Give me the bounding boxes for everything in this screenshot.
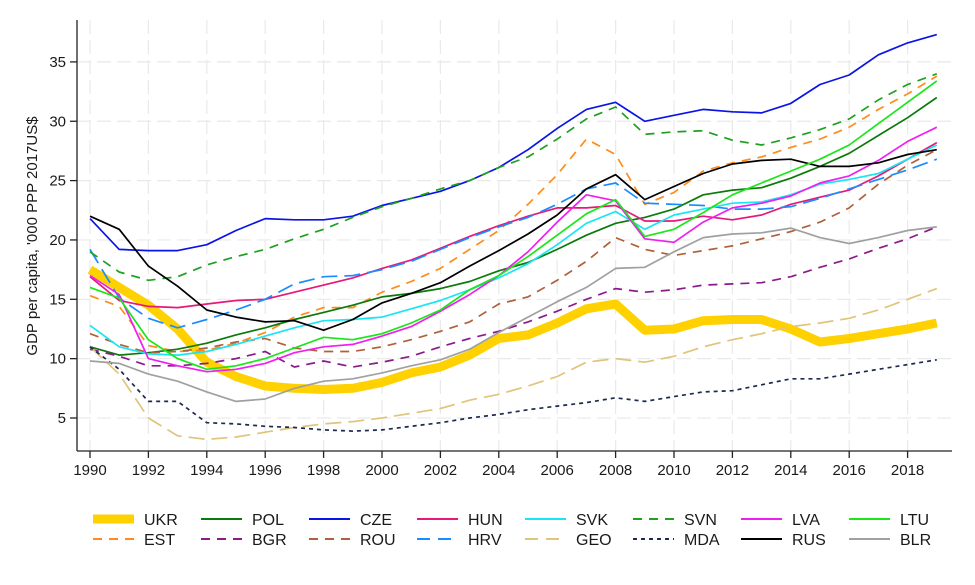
- x-tick-label: 2018: [891, 462, 924, 479]
- legend: UKR EST POL BGR CZE ROU HUN HRV SVK GEO SVN MDA LVA R…: [93, 512, 931, 549]
- legend-label: CZE: [360, 512, 392, 529]
- legend-item-rus: RUS: [741, 532, 826, 549]
- x-tick-label: 2016: [833, 462, 866, 479]
- x-tick-label: 1998: [307, 462, 340, 479]
- y-tick-label: 15: [49, 291, 66, 308]
- legend-label: BLR: [900, 532, 931, 549]
- x-tick-label: 1994: [190, 462, 223, 479]
- series-line-lva: [89, 126, 938, 373]
- series-line-hrv: [89, 158, 938, 329]
- legend-label: LVA: [792, 512, 820, 529]
- legend-label: GEO: [576, 532, 612, 549]
- x-tick-label: 2008: [599, 462, 632, 479]
- x-tick-label: 2000: [365, 462, 398, 479]
- y-tick-label: 25: [49, 173, 66, 190]
- series-line-hun: [89, 141, 938, 309]
- x-tick-label: 1992: [132, 462, 165, 479]
- x-tick-label: 2006: [541, 462, 574, 479]
- y-tick-label: 35: [49, 54, 66, 71]
- x-tick-label: 1996: [249, 462, 282, 479]
- grid: [77, 20, 952, 451]
- legend-label: LTU: [900, 512, 929, 529]
- legend-item-lva: LVA: [741, 512, 820, 529]
- legend-item-svn: SVN: [633, 512, 717, 529]
- y-tick-label: 30: [49, 113, 66, 130]
- legend-item-ltu: LTU: [849, 512, 929, 529]
- legend-label: SVK: [576, 512, 608, 529]
- legend-label: POL: [252, 512, 284, 529]
- legend-label: EST: [144, 532, 175, 549]
- series-line-ukr: [87, 265, 938, 394]
- y-axis-title: GDP per capita, '000 PPP 2017US$: [24, 116, 41, 356]
- x-tick-label: 2012: [716, 462, 749, 479]
- x-tick-label: 1990: [73, 462, 106, 479]
- x-tick-label: 2002: [424, 462, 457, 479]
- legend-item-mda: MDA: [633, 532, 720, 549]
- series-line-cze: [89, 33, 938, 252]
- series-line-svn: [89, 73, 938, 282]
- legend-item-hrv: HRV: [417, 532, 502, 549]
- series-line-geo: [89, 287, 938, 441]
- legend-label: BGR: [252, 532, 287, 549]
- legend-label: RUS: [792, 532, 826, 549]
- axes: [76, 20, 952, 452]
- series-line-mda: [89, 346, 937, 432]
- legend-item-hun: HUN: [417, 512, 503, 529]
- x-tick-label: 2014: [774, 462, 807, 479]
- legend-label: SVN: [684, 512, 717, 529]
- legend-label: MDA: [684, 532, 720, 549]
- legend-item-blr: BLR: [849, 532, 931, 549]
- y-tick-label: 20: [49, 232, 66, 249]
- x-ticks: 1990 1992 1994 1996 1998 2000 2002 2004 2006 2008…: [73, 451, 924, 479]
- legend-item-est: EST: [93, 532, 175, 549]
- x-tick-label: 2010: [657, 462, 690, 479]
- y-ticks: 5 10 15 20 25 30 35: [49, 54, 77, 427]
- series-line-blr: [89, 226, 937, 403]
- legend-item-svk: SVK: [525, 512, 608, 529]
- series-layer: [87, 33, 938, 441]
- legend-item-rou: ROU: [309, 532, 396, 549]
- series-line-bgr: [89, 226, 938, 368]
- legend-item-ukr: UKR: [93, 512, 178, 529]
- legend-label: ROU: [360, 532, 396, 549]
- series-line-rus: [89, 148, 937, 332]
- legend-label: HRV: [468, 532, 502, 549]
- legend-item-pol: POL: [201, 512, 284, 529]
- series-line-ltu: [89, 80, 938, 371]
- x-tick-label: 2004: [482, 462, 515, 479]
- y-tick-label: 5: [58, 410, 66, 427]
- y-tick-label: 10: [49, 351, 66, 368]
- series-line-rou: [89, 148, 938, 354]
- legend-label: UKR: [144, 512, 178, 529]
- legend-item-bgr: BGR: [201, 532, 287, 549]
- series-line-est: [89, 75, 938, 353]
- legend-item-cze: CZE: [309, 512, 392, 529]
- legend-item-geo: GEO: [525, 532, 612, 549]
- legend-label: HUN: [468, 512, 503, 529]
